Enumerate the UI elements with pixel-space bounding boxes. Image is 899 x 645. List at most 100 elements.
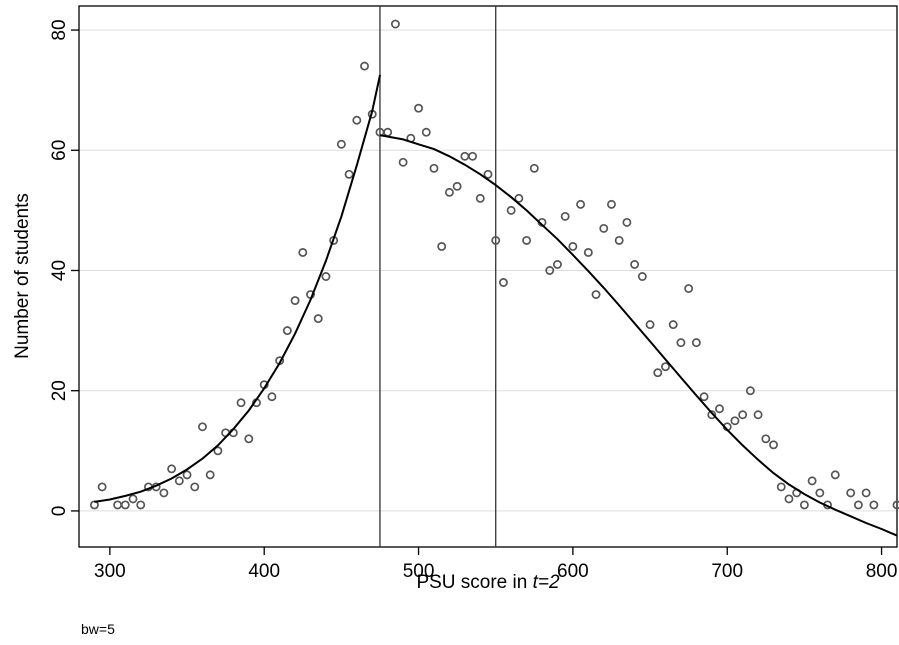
data-point (761, 434, 771, 444)
data-point (383, 127, 393, 137)
data-point (853, 500, 863, 510)
data-point (545, 266, 555, 275)
data-point (637, 272, 647, 281)
data-point (846, 488, 856, 498)
data-point (352, 115, 362, 125)
data-point (583, 248, 593, 257)
data-point (344, 169, 354, 179)
data-point (614, 235, 624, 245)
data-point (668, 320, 678, 330)
data-point (298, 248, 308, 257)
data-point (136, 500, 146, 510)
data-point (460, 151, 470, 161)
data-point (591, 290, 601, 299)
data-point (553, 260, 562, 269)
data-point (452, 181, 462, 191)
data-point (282, 326, 292, 336)
data-point (529, 163, 539, 173)
data-point (244, 434, 254, 444)
data-point (730, 416, 740, 426)
data-point (321, 272, 331, 281)
data-point (290, 296, 300, 305)
x-tick-label: 400 (248, 561, 280, 582)
data-point (437, 241, 447, 251)
y-axis-title: Number of students (12, 193, 33, 359)
x-tick-label: 800 (866, 561, 898, 582)
data-point (560, 211, 570, 221)
data-point (753, 410, 763, 420)
data-point (799, 500, 809, 510)
data-point (390, 19, 400, 29)
data-point (676, 338, 686, 348)
data-point (205, 470, 215, 480)
data-point (622, 217, 632, 227)
data-point (444, 187, 454, 197)
data-point (498, 278, 508, 287)
data-point (607, 199, 616, 209)
data-point (599, 223, 609, 233)
data-point (807, 476, 817, 486)
y-axis-ticks: 0 20 40 60 80 (49, 19, 79, 516)
data-point (699, 392, 709, 402)
data-point (630, 260, 640, 269)
data-point (120, 500, 130, 510)
data-point (414, 103, 423, 113)
data-point (159, 488, 169, 498)
data-point (113, 500, 123, 510)
data-point (707, 410, 717, 420)
data-point (784, 494, 794, 504)
fit-curve-left (94, 74, 381, 503)
data-point (653, 368, 663, 378)
data-point (684, 284, 694, 293)
data-point (776, 482, 786, 492)
data-point (815, 488, 825, 498)
x-tick-label: 500 (403, 561, 435, 582)
data-point (691, 338, 701, 348)
data-point (514, 193, 524, 203)
data-point (506, 205, 516, 215)
data-points (89, 19, 899, 510)
data-point (97, 482, 107, 492)
data-point (336, 139, 346, 149)
data-point (190, 482, 200, 492)
data-point (174, 476, 184, 486)
x-tick-label: 300 (94, 561, 126, 582)
data-point (491, 235, 501, 245)
y-tick-label: 0 (49, 506, 70, 517)
y-tick-label: 80 (49, 19, 70, 40)
data-point (869, 500, 879, 510)
data-point (236, 398, 246, 408)
data-point (715, 404, 724, 414)
data-point (360, 61, 369, 71)
cutoff-lines (379, 6, 497, 547)
data-point (213, 446, 223, 456)
x-axis-title-text: PSU score in (416, 572, 532, 593)
data-point (483, 169, 493, 179)
data-point (661, 362, 670, 372)
data-point (198, 422, 207, 432)
data-point (830, 470, 840, 480)
data-point (468, 151, 478, 161)
data-point (738, 410, 748, 420)
data-point (892, 500, 899, 510)
data-point (576, 199, 586, 209)
plot-area-frame (78, 5, 898, 548)
data-point (568, 241, 578, 251)
data-point (745, 386, 755, 396)
y-tick-label: 20 (49, 380, 70, 401)
data-point (128, 494, 138, 504)
data-point (267, 392, 277, 402)
data-point (769, 440, 778, 450)
data-point (475, 193, 485, 203)
y-tick-label: 60 (49, 140, 70, 161)
data-point (861, 488, 871, 498)
fit-curve-right (379, 134, 898, 537)
data-point (398, 157, 408, 167)
data-point (421, 127, 431, 137)
x-tick-label: 700 (711, 561, 743, 582)
x-axis-ticks: 300 400 500 600 700 800 (94, 547, 897, 582)
data-point (167, 464, 177, 474)
data-point (429, 163, 439, 173)
bandwidth-note: bw=5 (81, 621, 115, 637)
